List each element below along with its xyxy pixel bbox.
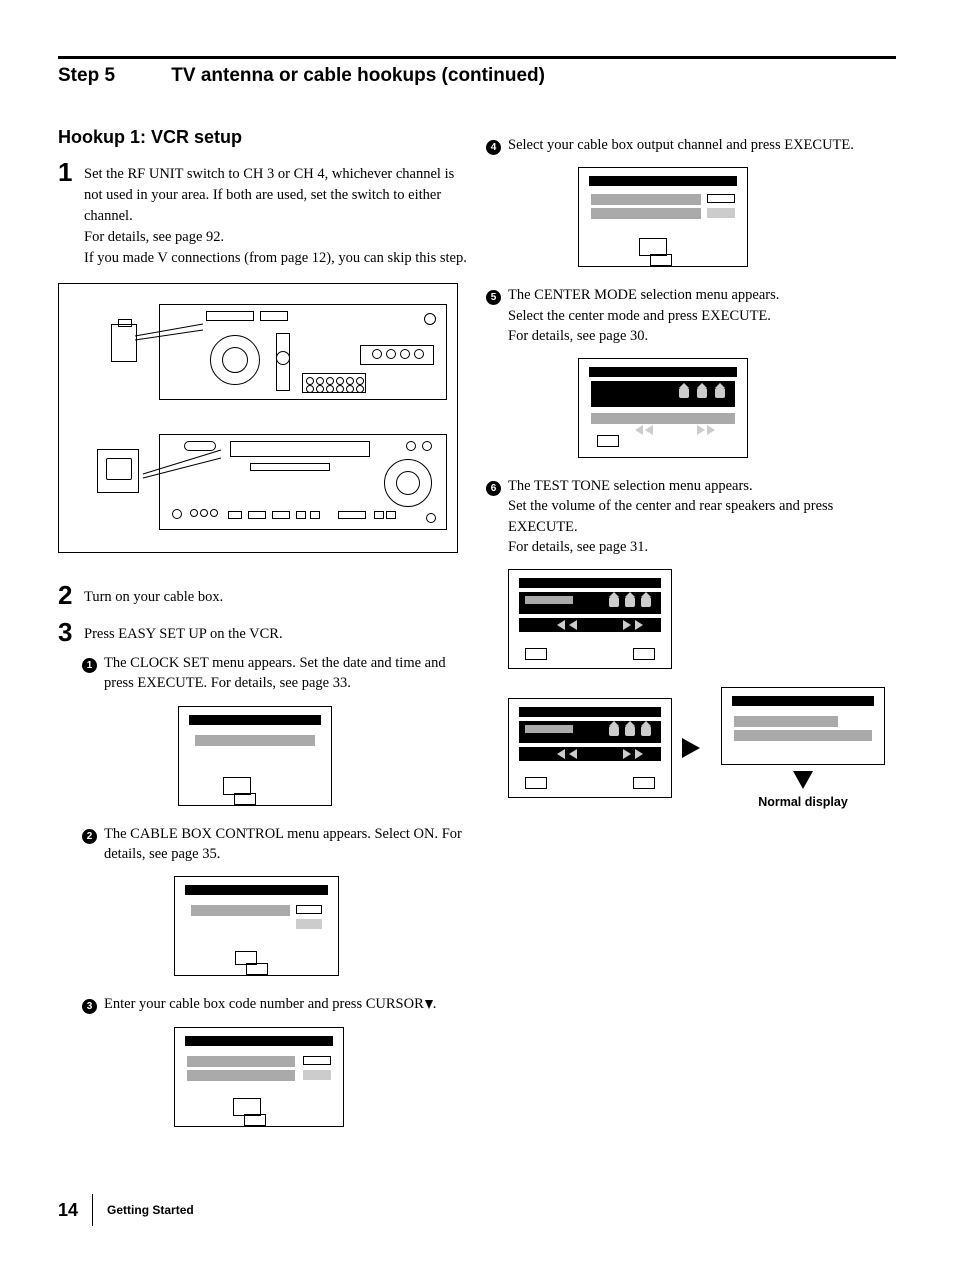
step-3: 3 Press EASY SET UP on the VCR. bbox=[58, 614, 468, 645]
step-1-p3: If you made V connections (from page 12)… bbox=[84, 248, 468, 269]
step-number: Step 5 bbox=[58, 65, 166, 87]
substep-2-text: The CABLE BOX CONTROL menu appears. Sele… bbox=[104, 824, 468, 865]
substep-4-num-icon: 4 bbox=[486, 135, 508, 155]
menu-fig-test-tone-1 bbox=[508, 569, 672, 669]
step-1-p2: For details, see page 92. bbox=[84, 227, 468, 248]
substep-1: 1 The CLOCK SET menu appears. Set the da… bbox=[58, 653, 468, 694]
step-2-number: 2 bbox=[58, 577, 84, 608]
arrow-right-icon bbox=[682, 738, 700, 758]
right-column: 4 Select your cable box output channel a… bbox=[486, 127, 896, 1145]
substep-6: 6 The TEST TONE selection menu appears. … bbox=[486, 476, 896, 557]
step-1-number: 1 bbox=[58, 154, 84, 185]
footer-section: Getting Started bbox=[107, 1203, 194, 1217]
footer-divider bbox=[92, 1194, 93, 1226]
bottom-fig-row: Normal display bbox=[508, 687, 896, 809]
menu-fig-test-tone-2 bbox=[508, 698, 672, 798]
step-1: 1 Set the RF UNIT switch to CH 3 or CH 4… bbox=[58, 154, 468, 269]
substep-6-num-icon: 6 bbox=[486, 476, 508, 496]
substep-2-num-icon: 2 bbox=[82, 824, 104, 844]
substep-4-text: Select your cable box output channel and… bbox=[508, 135, 854, 155]
menu-fig-center-mode bbox=[578, 358, 748, 458]
step-3-number: 3 bbox=[58, 614, 84, 645]
substep-1-num-icon: 1 bbox=[82, 653, 104, 673]
substep-5-num-icon: 5 bbox=[486, 285, 508, 305]
substep-1-text: The CLOCK SET menu appears. Set the date… bbox=[104, 653, 468, 694]
substep-5-text: The CENTER MODE selection menu appears. … bbox=[508, 285, 779, 346]
substep-6-text: The TEST TONE selection menu appears. Se… bbox=[508, 476, 896, 557]
equipment-diagram bbox=[58, 283, 458, 553]
menu-fig-clock-set bbox=[178, 706, 332, 806]
substep-5: 5 The CENTER MODE selection menu appears… bbox=[486, 285, 896, 346]
step-title: TV antenna or cable hookups (continued) bbox=[171, 65, 545, 86]
normal-display-label: Normal display bbox=[758, 795, 848, 809]
step-2: 2 Turn on your cable box. bbox=[58, 577, 468, 608]
step-header: Step 5 TV antenna or cable hookups (cont… bbox=[58, 65, 896, 87]
step-3-body: Press EASY SET UP on the VCR. bbox=[84, 614, 283, 645]
content-columns: Hookup 1: VCR setup 1 Set the RF UNIT sw… bbox=[58, 127, 896, 1145]
substep-2: 2 The CABLE BOX CONTROL menu appears. Se… bbox=[58, 824, 468, 865]
substep-4: 4 Select your cable box output channel a… bbox=[486, 135, 896, 155]
step-1-p1: Set the RF UNIT switch to CH 3 or CH 4, … bbox=[84, 164, 468, 227]
menu-fig-normal bbox=[721, 687, 885, 765]
page-number: 14 bbox=[58, 1200, 78, 1221]
top-rule bbox=[58, 56, 896, 59]
cursor-down-icon bbox=[424, 996, 433, 1012]
substep-3-num-icon: 3 bbox=[82, 994, 104, 1014]
footer: 14 Getting Started bbox=[58, 1194, 194, 1226]
step-2-body: Turn on your cable box. bbox=[84, 577, 223, 608]
left-column: Hookup 1: VCR setup 1 Set the RF UNIT sw… bbox=[58, 127, 468, 1145]
menu-fig-code bbox=[174, 1027, 344, 1127]
hookup-title: Hookup 1: VCR setup bbox=[58, 127, 468, 148]
substep-3-text: Enter your cable box code number and pre… bbox=[104, 994, 436, 1014]
step-1-body: Set the RF UNIT switch to CH 3 or CH 4, … bbox=[84, 154, 468, 269]
substep-3: 3 Enter your cable box code number and p… bbox=[58, 994, 468, 1014]
device-top bbox=[159, 304, 447, 400]
menu-fig-output-ch bbox=[578, 167, 748, 267]
menu-fig-cablebox bbox=[174, 876, 339, 976]
arrow-down-icon bbox=[793, 771, 813, 789]
